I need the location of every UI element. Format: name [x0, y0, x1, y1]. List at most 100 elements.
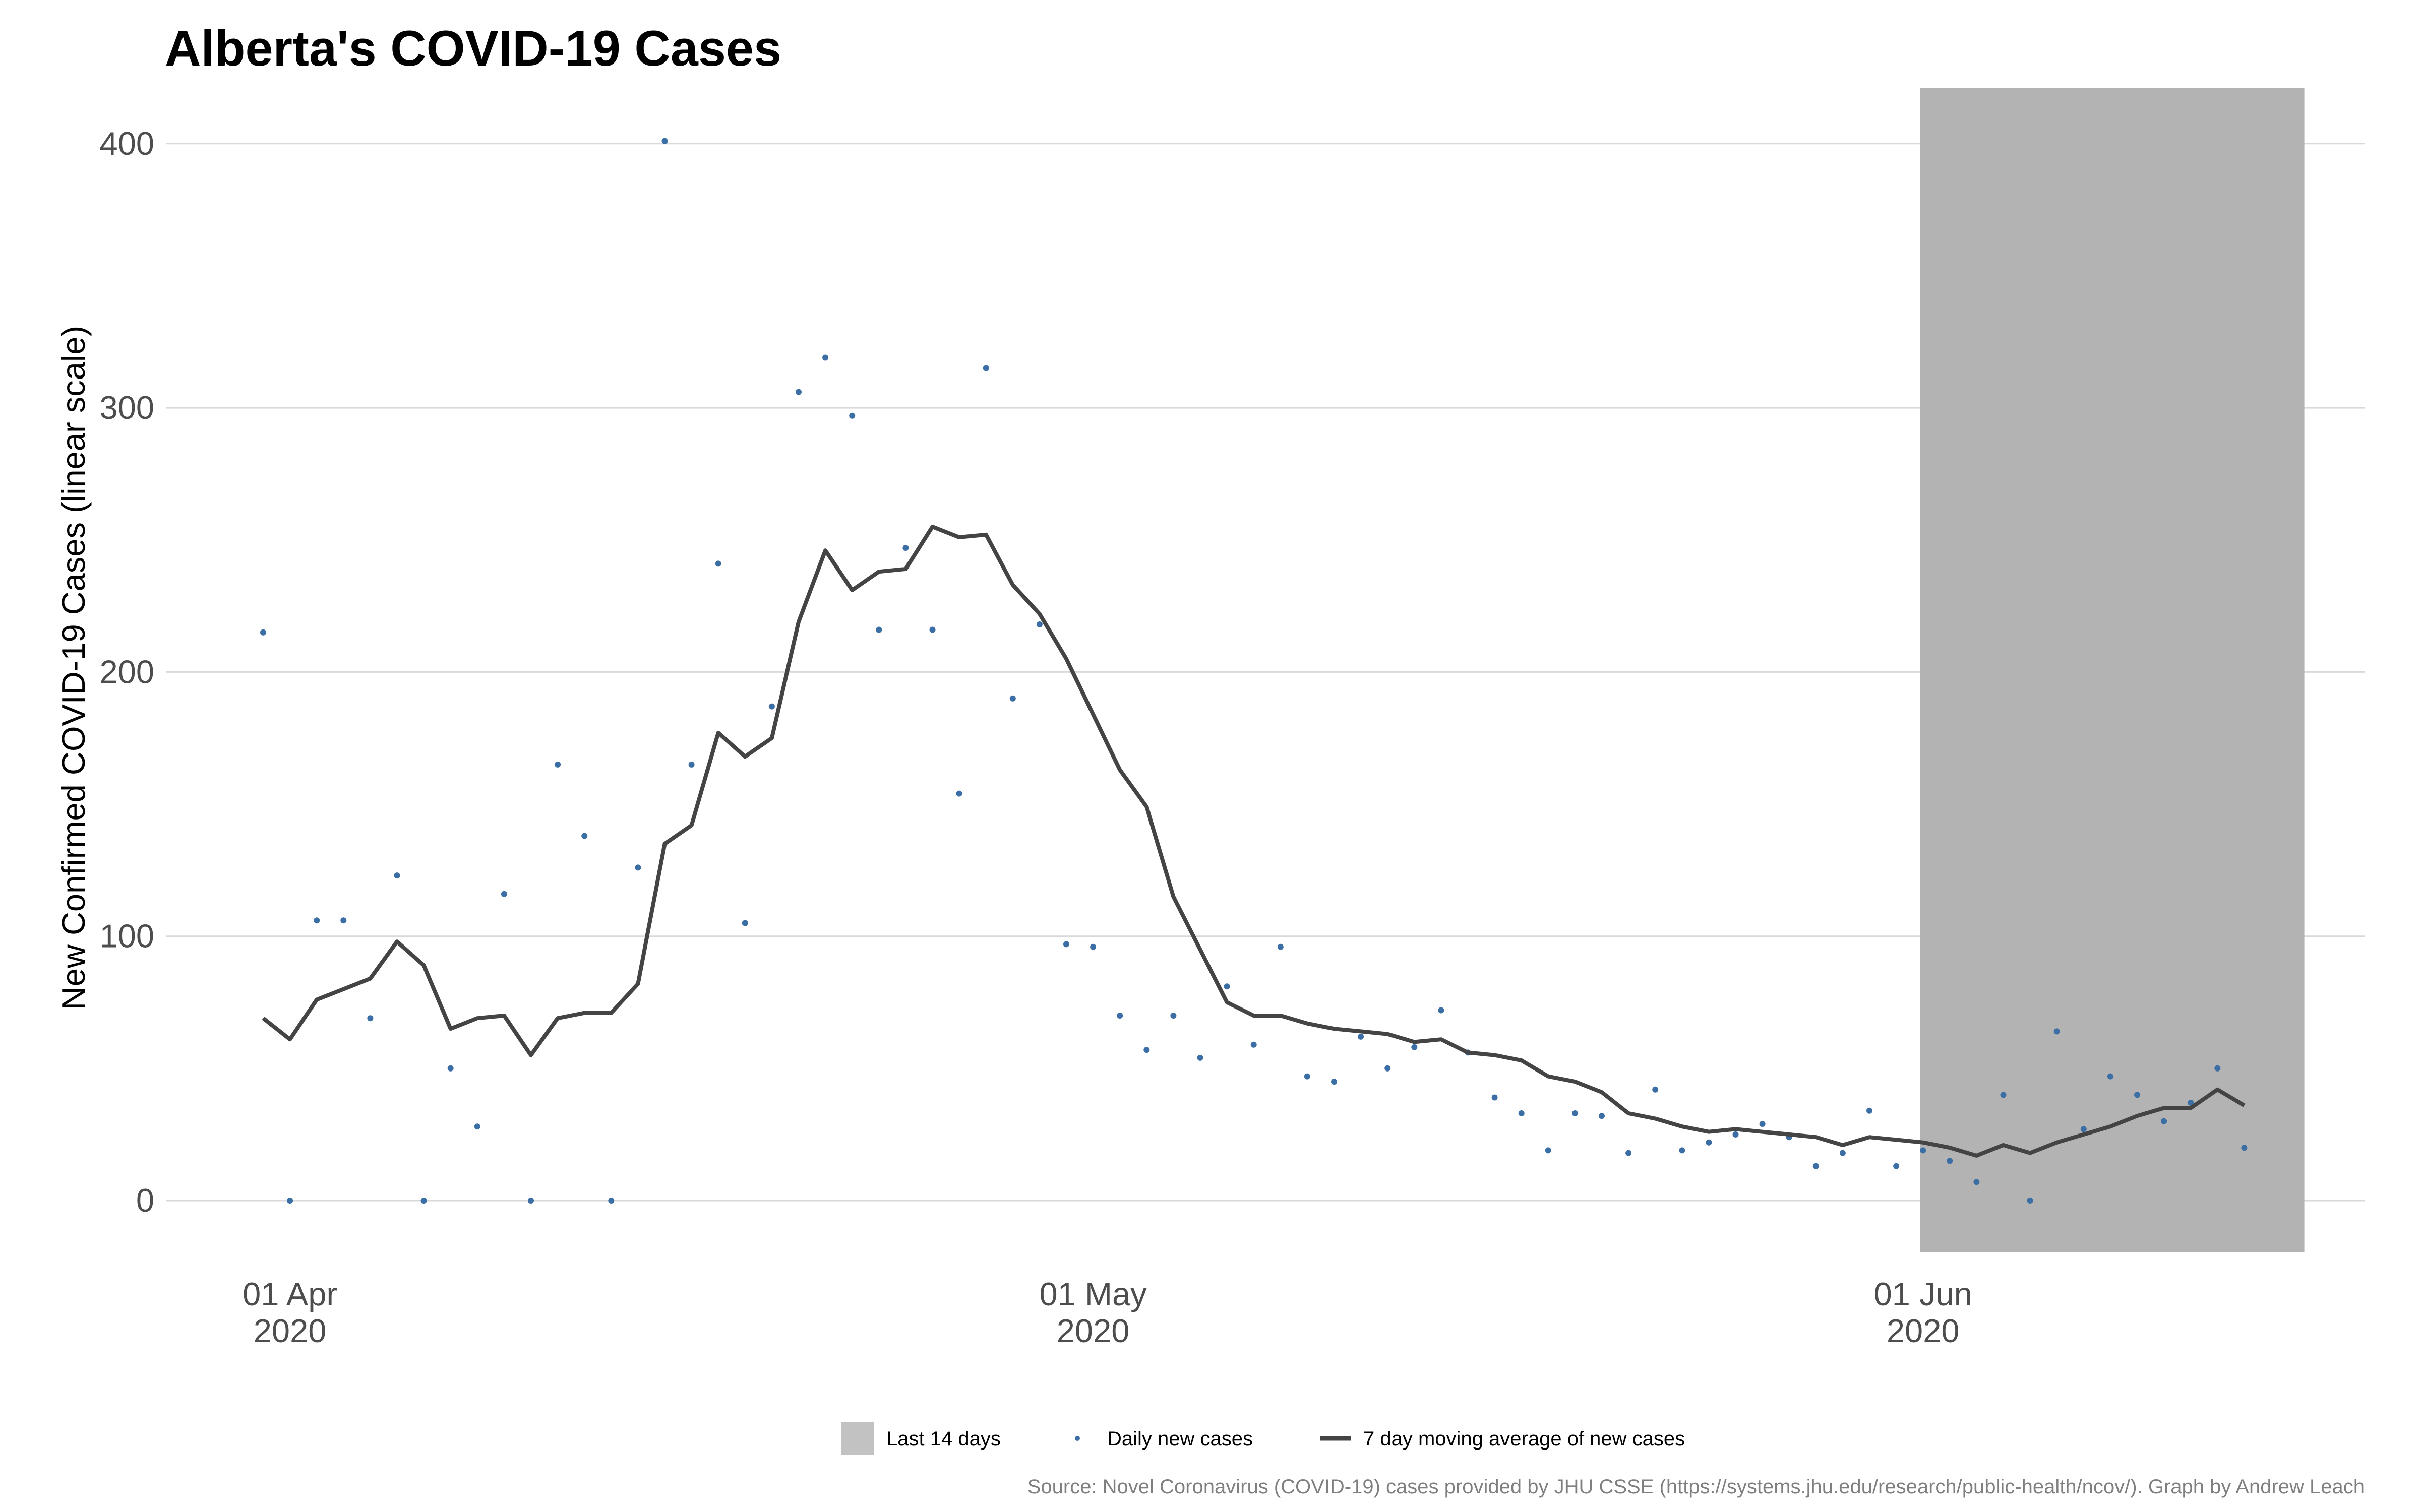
daily-cases-point	[581, 833, 588, 839]
daily-cases-point	[1491, 1094, 1498, 1101]
legend-label-moving-average: 7 day moving average of new cases	[1363, 1428, 1685, 1450]
daily-cases-point	[849, 412, 856, 419]
y-tick-label: 200	[100, 653, 154, 690]
daily-cases-point	[2161, 1118, 2167, 1124]
daily-cases-point	[2027, 1198, 2033, 1204]
daily-cases-point	[2107, 1073, 2113, 1080]
daily-cases-point	[2080, 1126, 2087, 1132]
daily-cases-point	[1331, 1079, 1337, 1085]
daily-cases-point	[902, 545, 909, 551]
y-tick-label: 100	[100, 918, 154, 955]
daily-cases-point	[528, 1198, 534, 1204]
daily-cases-point	[1438, 1007, 1444, 1014]
daily-cases-point	[314, 917, 320, 924]
daily-cases-point	[983, 365, 989, 371]
daily-cases-point	[1812, 1163, 1819, 1169]
daily-cases-point	[796, 389, 802, 395]
highlight-band-group	[1920, 88, 2305, 1252]
daily-cases-point	[1117, 1013, 1123, 1019]
daily-cases-point	[1947, 1158, 1953, 1164]
daily-cases-point	[1545, 1147, 1551, 1154]
daily-cases-point	[1090, 943, 1097, 950]
daily-cases-point	[2214, 1065, 2221, 1072]
daily-cases-point	[1197, 1054, 1203, 1061]
daily-cases-point	[956, 790, 962, 797]
daily-cases-point	[1599, 1113, 1605, 1119]
daily-cases-point	[1250, 1041, 1257, 1048]
daily-cases-point	[340, 917, 347, 924]
daily-cases-point	[822, 354, 829, 361]
legend-label-last-14-days: Last 14 days	[886, 1428, 1001, 1450]
daily-cases-point	[688, 761, 695, 768]
x-tick-label: 01 Jun	[1874, 1276, 1972, 1312]
daily-cases-point	[1143, 1047, 1150, 1053]
daily-cases-point	[420, 1198, 427, 1204]
daily-cases-point	[394, 872, 400, 879]
daily-cases-point	[929, 626, 936, 633]
daily-cases-point	[1170, 1013, 1177, 1019]
daily-cases-point	[2000, 1092, 2007, 1098]
daily-cases-point	[1759, 1121, 1766, 1127]
legend-label-daily-new-cases: Daily new cases	[1107, 1428, 1253, 1450]
daily-cases-point	[1866, 1107, 1872, 1114]
y-axis-label: New Confirmed COVID-19 Cases (linear sca…	[55, 326, 92, 1010]
daily-cases-point	[2241, 1145, 2248, 1151]
legend-key-daily-new-cases	[1075, 1436, 1080, 1441]
y-tick-label: 0	[136, 1182, 154, 1219]
source-caption: Source: Novel Coronavirus (COVID-19) cas…	[1027, 1476, 2365, 1498]
daily-cases-point	[1893, 1163, 1900, 1169]
daily-cases-point	[260, 629, 266, 636]
daily-cases-point	[555, 761, 561, 768]
daily-cases-point	[287, 1198, 293, 1204]
daily-cases-point	[1706, 1139, 1712, 1146]
daily-cases-point	[2053, 1028, 2060, 1035]
daily-cases-point	[1839, 1150, 1846, 1156]
daily-cases-point	[1518, 1110, 1525, 1116]
daily-cases-point	[715, 560, 721, 567]
x-tick-label-year: 2020	[1887, 1312, 1960, 1349]
daily-cases-point	[1009, 695, 1016, 702]
daily-cases-point	[1224, 983, 1230, 990]
daily-cases-point	[635, 864, 641, 871]
x-tick-label-year: 2020	[254, 1312, 327, 1349]
y-tick-label: 400	[100, 125, 154, 162]
legend-key-last-14-days	[841, 1422, 874, 1455]
daily-cases-point	[1277, 943, 1284, 950]
daily-cases-point	[1063, 941, 1069, 948]
daily-cases-point	[2134, 1092, 2140, 1098]
moving-average-line-group	[262, 525, 2246, 1158]
daily-cases-point	[1036, 621, 1043, 627]
daily-cases-point	[1571, 1110, 1578, 1116]
daily-cases-point	[1411, 1044, 1418, 1050]
daily-cases-point	[742, 920, 748, 926]
daily-cases-point	[367, 1015, 374, 1022]
legend: Last 14 days Daily new cases 7 day movin…	[841, 1422, 1685, 1455]
daily-cases-point	[1732, 1131, 1739, 1138]
daily-cases-point	[501, 891, 507, 897]
highlight-band-last-14-days	[1920, 88, 2305, 1252]
daily-cases-point	[1358, 1033, 1364, 1040]
daily-cases-point	[1652, 1086, 1659, 1093]
y-tick-label: 300	[100, 389, 154, 426]
x-tick-label-year: 2020	[1057, 1312, 1130, 1349]
daily-cases-point	[1920, 1147, 1926, 1154]
daily-cases-point	[1973, 1179, 1980, 1185]
daily-cases-point	[447, 1065, 454, 1072]
daily-cases-point	[608, 1198, 615, 1204]
chart-title: Alberta's COVID-19 Cases	[165, 20, 781, 76]
x-tick-label: 01 May	[1040, 1276, 1147, 1312]
daily-cases-point	[876, 626, 882, 633]
y-axis-ticks: 0 100 200 300 400	[100, 125, 154, 1219]
daily-cases-point	[2188, 1100, 2194, 1106]
x-tick-label: 01 Apr	[243, 1276, 337, 1312]
daily-cases-point	[1304, 1073, 1310, 1080]
moving-average-line	[262, 525, 2246, 1158]
daily-cases-point	[768, 703, 775, 710]
daily-cases-point	[661, 138, 668, 144]
daily-cases-point	[474, 1123, 480, 1130]
daily-cases-point	[1384, 1065, 1391, 1072]
daily-cases-point	[1625, 1150, 1632, 1156]
daily-cases-point	[1679, 1147, 1685, 1154]
